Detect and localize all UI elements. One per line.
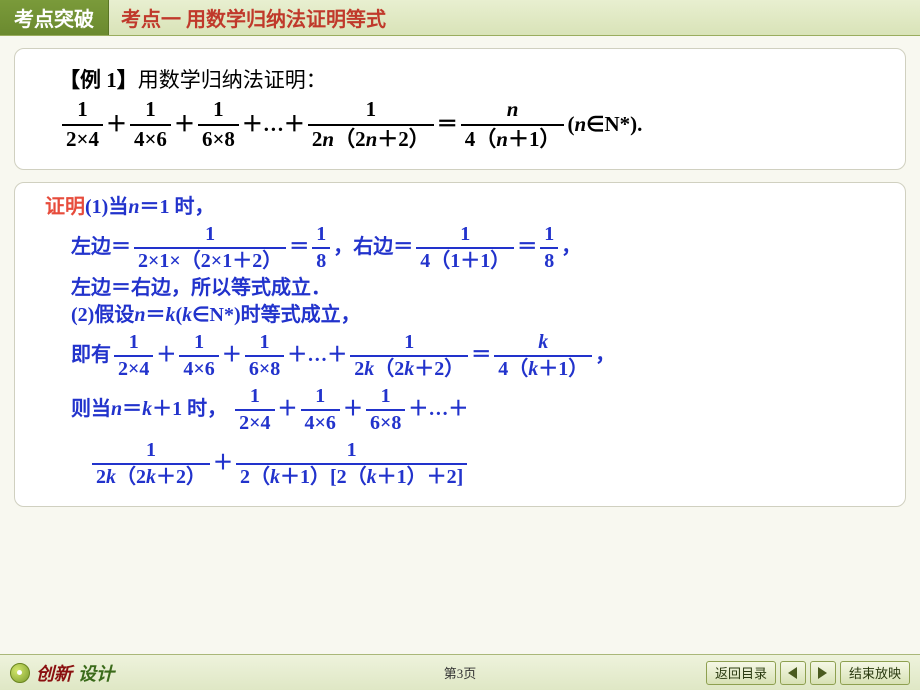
proof-step3-cont: 1 2k（2k＋2） ＋ 1 2（k＋1）[2（k＋1）＋2] [35, 438, 885, 490]
logo-text-b: 设计 [78, 660, 114, 686]
frac-right: 14（1＋1） [416, 222, 514, 274]
proof-step3-header: 则当 n＝k＋1 时， 12×4＋ 14×6＋ 16×8 ＋…＋ [35, 384, 885, 436]
proof-box: 证明 (1)当 n＝1 时， 左边＝ 12×1×（2×1＋2） ＝ 18 ， 右… [14, 182, 906, 507]
logo-text-a: 创新 [36, 660, 72, 686]
frac-t2: 1 2（k＋1）[2（k＋1）＋2] [236, 438, 467, 490]
proof-step2-eq: 即有 12×4＋ 14×6＋ 16×8 ＋…＋ 1 2k（2k＋2） ＝ k 4… [35, 330, 885, 382]
equals: ＝ [437, 111, 458, 138]
logo-icon [10, 663, 30, 683]
logo: 创新设计 [0, 660, 114, 686]
proof-step1-header: 证明 (1)当 n＝1 时， [35, 195, 885, 220]
frac-left: 12×1×（2×1＋2） [134, 222, 286, 274]
proof-step1-left: 左边＝ 12×1×（2×1＋2） ＝ 18 ， 右边＝ 14（1＋1） ＝ 18… [35, 222, 885, 274]
frac-general-k: 1 2k（2k＋2） [350, 330, 468, 382]
dots: ＋…＋ [242, 111, 305, 138]
term-2: 14×6 [130, 96, 171, 153]
proof-label: 证明 [45, 195, 85, 220]
triangle-left-icon [788, 667, 797, 679]
next-button[interactable] [810, 661, 836, 685]
rhs: n 4（n＋1） [461, 96, 565, 153]
frac-right-r: 18 [540, 222, 558, 274]
frac-t1: 1 2k（2k＋2） [92, 438, 210, 490]
header-title: 考点一 用数学归纳法证明等式 [109, 0, 398, 35]
header-bar: 考点突破 考点一 用数学归纳法证明等式 [0, 0, 920, 36]
condition: (n∈N*). [567, 111, 642, 138]
back-to-toc-button[interactable]: 返回目录 [706, 661, 776, 685]
problem-box: 【例 1】 用数学归纳法证明： 12×4＋ 14×6＋ 16×8 ＋…＋ 1 2… [14, 48, 906, 170]
term-1: 12×4 [62, 96, 103, 153]
term-general: 1 2n（2n＋2） [308, 96, 434, 153]
content-area: 【例 1】 用数学归纳法证明： 12×4＋ 14×6＋ 16×8 ＋…＋ 1 2… [0, 36, 920, 507]
end-slideshow-button[interactable]: 结束放映 [840, 661, 910, 685]
problem-equation: 12×4＋ 14×6＋ 16×8 ＋…＋ 1 2n（2n＋2） ＝ n 4（n＋… [59, 96, 877, 153]
page-number: 第3页 [444, 663, 477, 682]
prev-button[interactable] [780, 661, 806, 685]
example-label: 【例 1】 [59, 67, 138, 94]
proof-step1-conclude: 左边＝右边，所以等式成立． [35, 276, 885, 301]
frac-left-r: 18 [312, 222, 330, 274]
header-tab: 考点突破 [0, 0, 109, 35]
problem-line1: 【例 1】 用数学归纳法证明： [59, 67, 877, 94]
proof-step2-header: (2)假设 n＝k(k∈N*)时等式成立， [35, 303, 885, 328]
problem-intro: 用数学归纳法证明： [138, 67, 327, 94]
triangle-right-icon [818, 667, 827, 679]
nav-controls: 返回目录 结束放映 [706, 661, 920, 685]
frac-rhs-k: k 4（k＋1） [494, 330, 592, 382]
term-3: 16×8 [198, 96, 239, 153]
footer-bar: 创新设计 第3页 返回目录 结束放映 [0, 654, 920, 690]
